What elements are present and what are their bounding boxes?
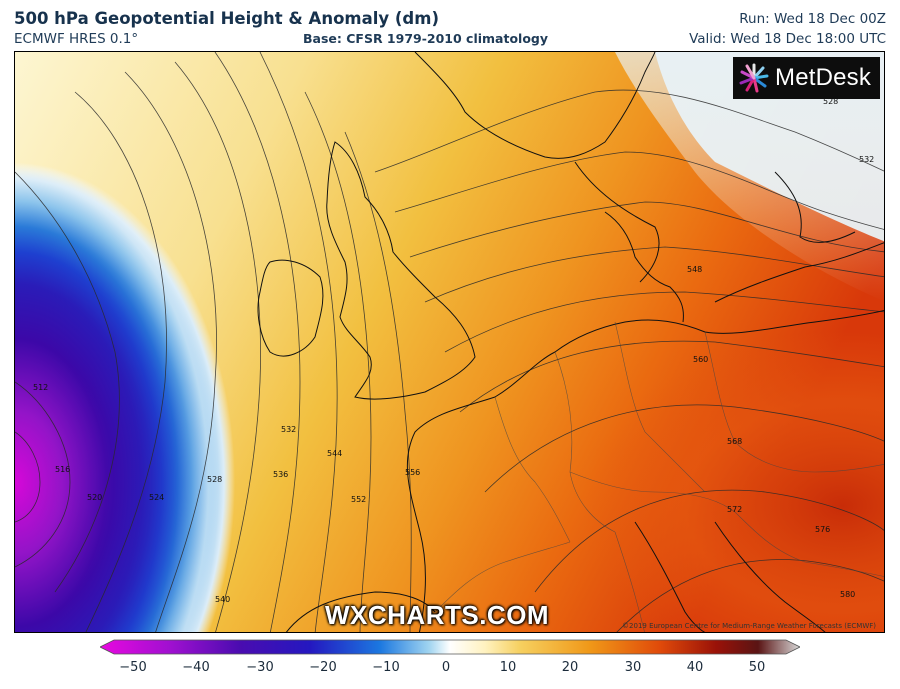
colorbar-tick-label: −50 bbox=[119, 660, 147, 675]
contour-label: 544 bbox=[327, 449, 342, 458]
colorbar-tick-label: −20 bbox=[309, 660, 337, 675]
chart-title: 500 hPa Geopotential Height & Anomaly (d… bbox=[14, 9, 439, 28]
contour-label: 520 bbox=[87, 493, 102, 502]
contour-label: 528 bbox=[207, 475, 222, 484]
coastlines bbox=[257, 52, 884, 632]
colorbar-tick-label: 40 bbox=[686, 660, 704, 675]
colorbar-tick-label: 20 bbox=[561, 660, 579, 675]
contour-label: 524 bbox=[149, 493, 164, 502]
colorbar-tick-label: −40 bbox=[182, 660, 210, 675]
anomaly-colorbar: −50 −40 −30 −20 −10 0 10 20 30 40 50 bbox=[100, 638, 800, 684]
metdesk-logo: MetDesk bbox=[733, 57, 880, 99]
height-contours bbox=[15, 52, 884, 632]
contour-label: 572 bbox=[727, 505, 742, 514]
contour-label: 532 bbox=[281, 425, 296, 434]
colorbar-gradient bbox=[100, 639, 800, 655]
map-canvas: 512 516 520 524 528 532 536 540 544 552 … bbox=[15, 52, 884, 632]
run-time-label: Run: Wed 18 Dec 00Z bbox=[739, 11, 886, 27]
colorbar-tick-label: 30 bbox=[624, 660, 642, 675]
colorbar-tick-label: 10 bbox=[499, 660, 517, 675]
contour-label: 528 bbox=[823, 97, 838, 106]
contour-label: 536 bbox=[273, 470, 288, 479]
contour-label: 580 bbox=[840, 590, 855, 599]
valid-time-label: Valid: Wed 18 Dec 18:00 UTC bbox=[689, 31, 886, 47]
contour-label: 540 bbox=[215, 595, 230, 604]
model-label: ECMWF HRES 0.1° bbox=[14, 31, 139, 47]
contour-label: 516 bbox=[55, 465, 70, 474]
contour-labels: 512 516 520 524 528 532 536 540 544 552 … bbox=[33, 97, 874, 604]
copyright-notice: ©2019 European Centre for Medium-Range W… bbox=[622, 622, 876, 630]
contour-label: 512 bbox=[33, 383, 48, 392]
climatology-base-label: Base: CFSR 1979-2010 climatology bbox=[303, 31, 549, 46]
contour-label: 556 bbox=[405, 468, 420, 477]
colorbar-tick-label: −30 bbox=[246, 660, 274, 675]
colorbar-tick-label: −10 bbox=[372, 660, 400, 675]
metdesk-burst-icon bbox=[739, 63, 769, 93]
wxcharts-watermark: WXCHARTS.COM bbox=[325, 600, 550, 630]
contour-label: 532 bbox=[859, 155, 874, 164]
chart-header: 500 hPa Geopotential Height & Anomaly (d… bbox=[0, 0, 900, 50]
contour-label: 568 bbox=[727, 437, 742, 446]
contour-label: 548 bbox=[687, 265, 702, 274]
country-borders bbox=[434, 321, 884, 632]
contour-label: 576 bbox=[815, 525, 830, 534]
colorbar-tick-label: 50 bbox=[748, 660, 766, 675]
logo-text: MetDesk bbox=[775, 64, 872, 91]
colorbar-tick-label: 0 bbox=[441, 660, 451, 675]
anomaly-map: 512 516 520 524 528 532 536 540 544 552 … bbox=[14, 51, 885, 633]
contour-label: 552 bbox=[351, 495, 366, 504]
contour-label: 560 bbox=[693, 355, 708, 364]
